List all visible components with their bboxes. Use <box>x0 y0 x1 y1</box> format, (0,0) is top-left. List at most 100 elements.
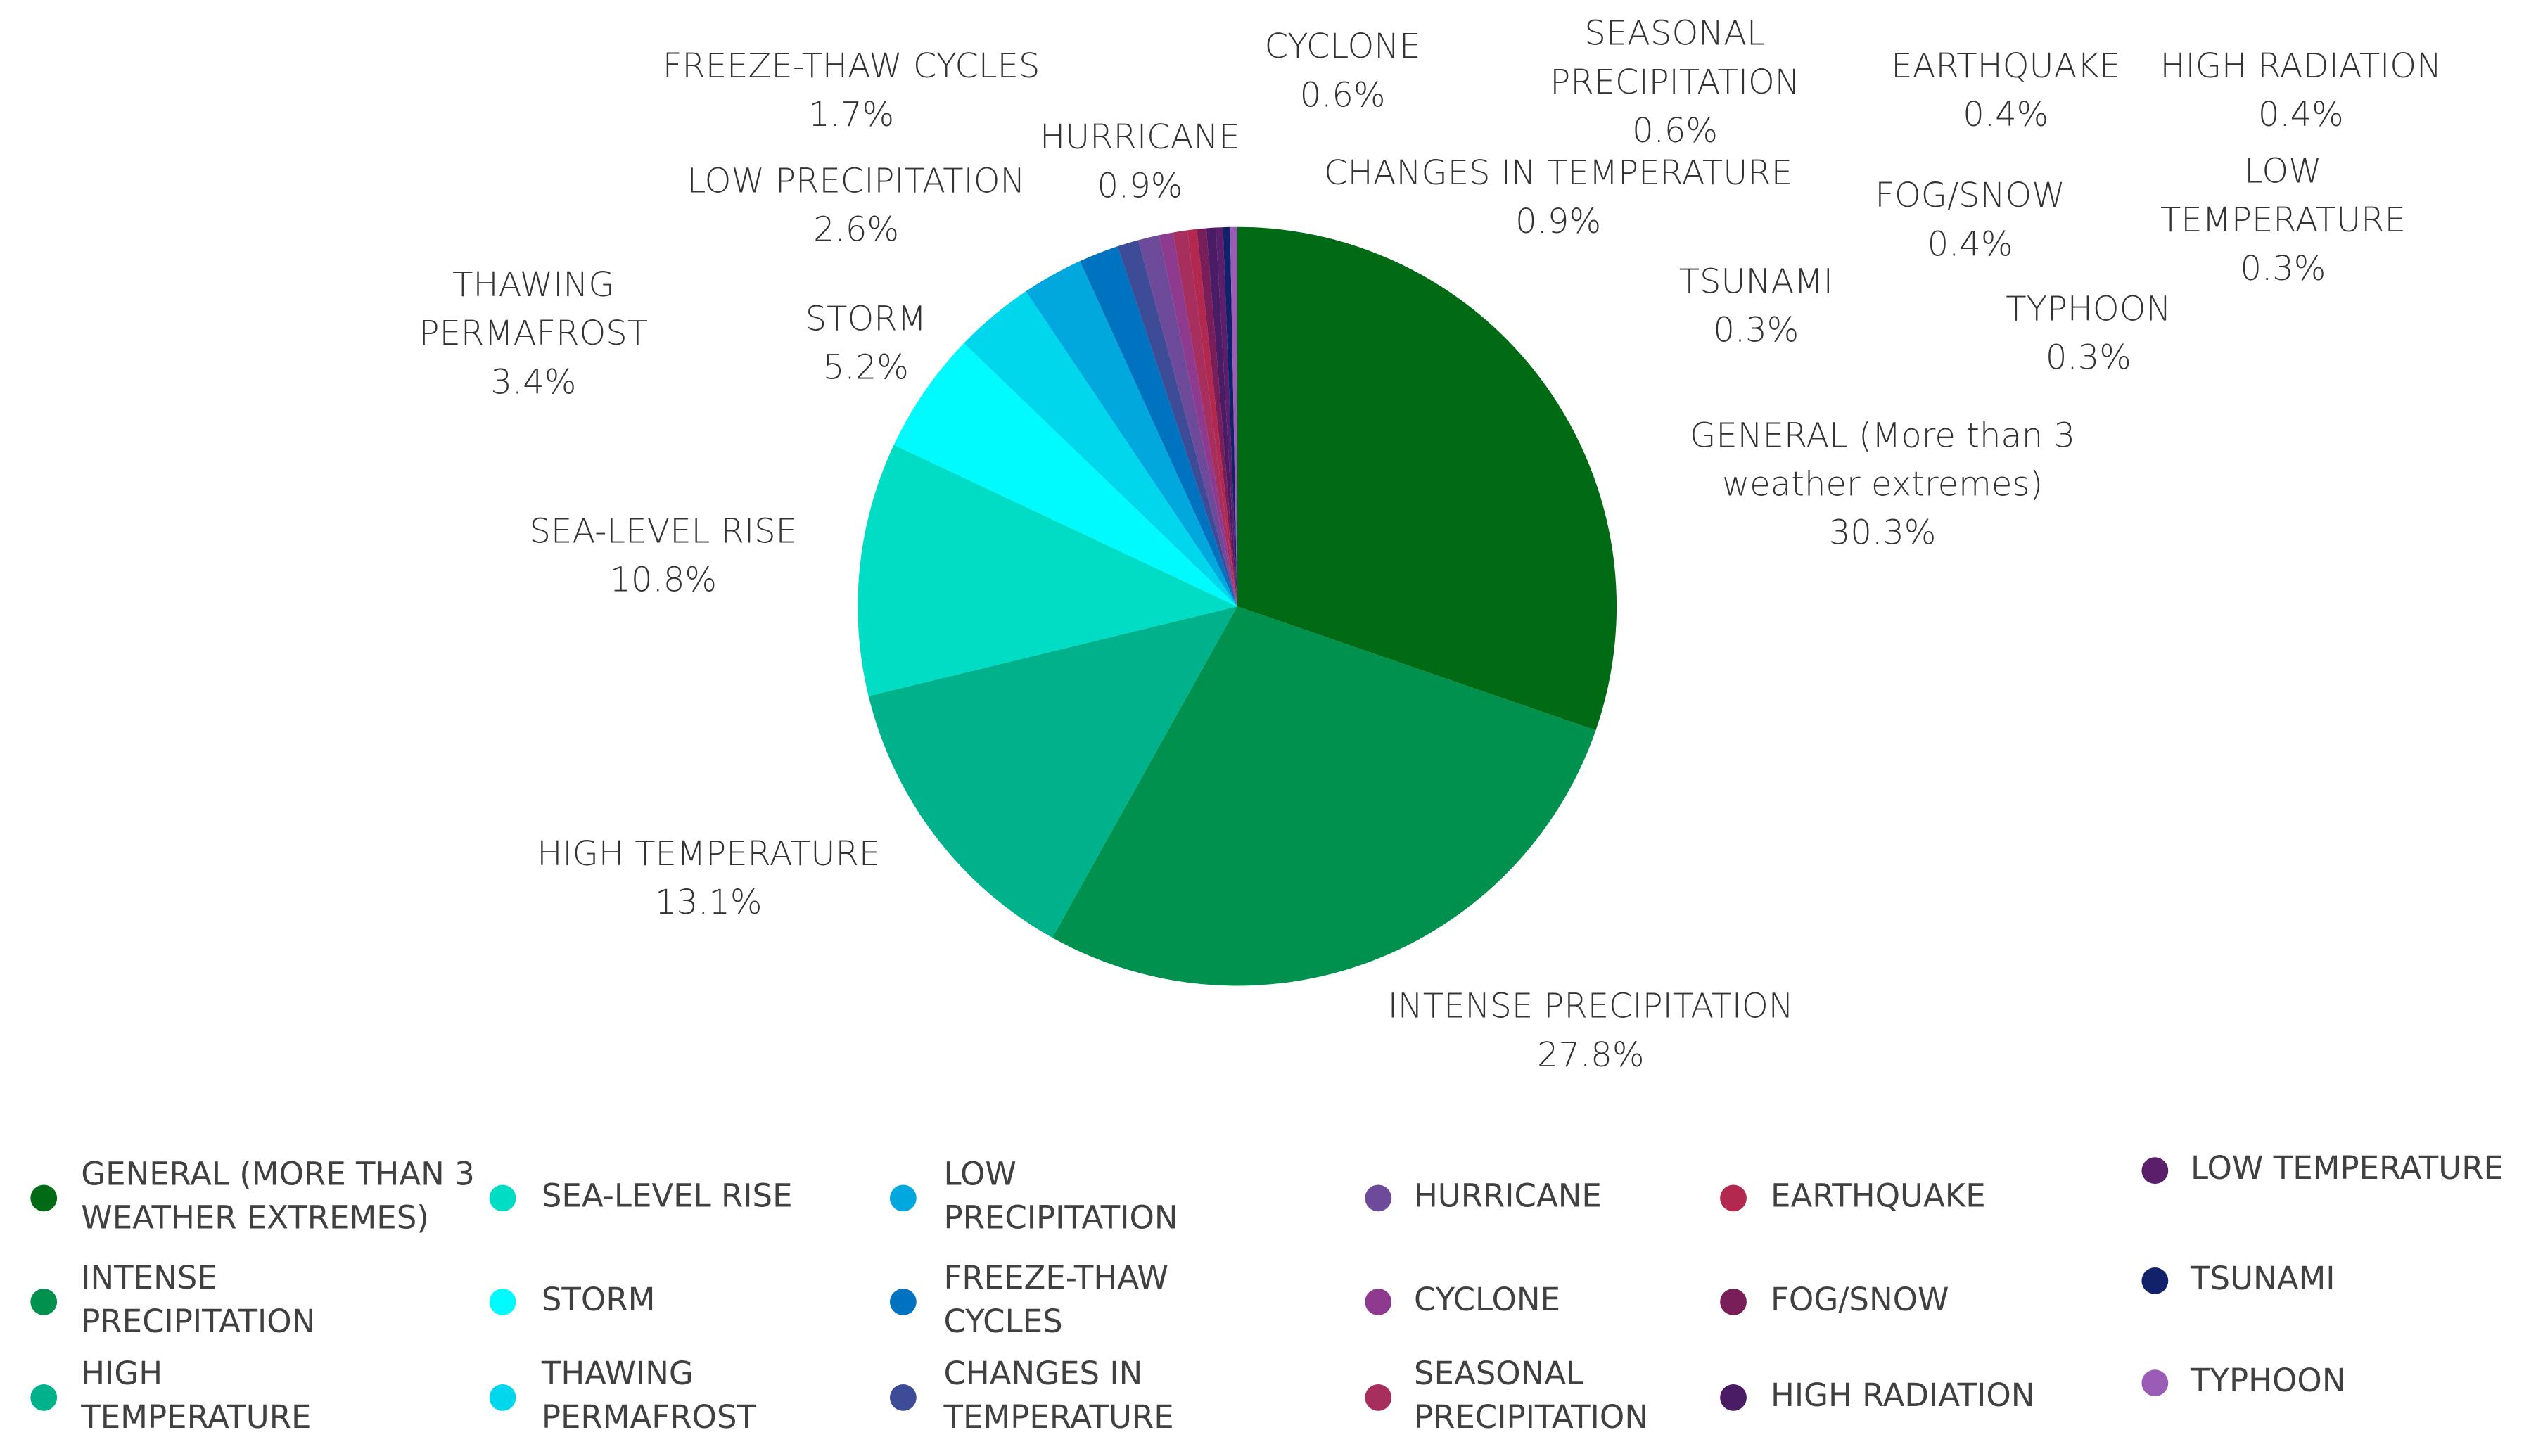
legend-item-high-radiation: HIGH RADIATION <box>1720 1377 2034 1414</box>
slice-label-changes-in-temperature: CHANGES IN TEMPERATURE 0.9% <box>1324 153 1792 241</box>
legend-label: HIGH <box>81 1355 162 1392</box>
legend-item-sea-level-rise: SEA-LEVEL RISE <box>489 1177 793 1214</box>
slice-labels: GENERAL (More than 3 weather extremes) 30.… <box>419 14 2442 1075</box>
legend-label: SEA-LEVEL RISE <box>542 1177 793 1214</box>
legend-label: HURRICANE <box>1414 1177 1602 1214</box>
legend-label: PRECIPITATION <box>944 1199 1178 1237</box>
legend-item-earthquake: EARTHQUAKE <box>1720 1177 1986 1214</box>
slice-label-general-more-than-3-weather-extremes: GENERAL (More than 3 weather extremes) 30.… <box>1690 416 2075 552</box>
slice-name-label: FOG/SNOW <box>1875 176 2065 215</box>
slice-name-label: PRECIPITATION <box>1550 63 1799 102</box>
legend-marker <box>2141 1267 2169 1294</box>
slice-hurricane <box>1138 235 1237 607</box>
slice-name-label: HIGH TEMPERATURE <box>537 834 880 874</box>
legend-label: CHANGES IN <box>944 1355 1143 1392</box>
slice-tsunami <box>1223 226 1237 607</box>
slice-general-more-than-3-weather-extremes <box>1237 226 1617 731</box>
legend: GENERAL (MORE THAN 3 WEATHER EXTREMES) IN… <box>30 1149 2504 1436</box>
legend-item-hurricane: HURRICANE <box>1365 1177 1602 1214</box>
slice-earthquake <box>1187 229 1237 607</box>
legend-label: THAWING <box>541 1355 694 1392</box>
slice-label-typhoon: TYPHOON 0.3% <box>2006 290 2171 378</box>
slice-name-label: LOW PRECIPITATION <box>687 161 1026 200</box>
slice-label-high-radiation: HIGH RADIATION 0.4% <box>2160 46 2442 134</box>
slice-name-label: EARTHQUAKE <box>1891 46 2120 86</box>
legend-item-thawing-permafrost: THAWING PERMAFROST <box>489 1355 756 1436</box>
slice-label-freeze-thaw-cycles: FREEZE-THAW CYCLES 1.7% <box>663 46 1040 134</box>
slice-label-earthquake: EARTHQUAKE 0.4% <box>1891 46 2120 134</box>
legend-marker <box>30 1184 58 1212</box>
slice-value-label: 3.4% <box>490 362 576 402</box>
slice-value-label: 0.9% <box>1097 166 1183 205</box>
slice-value-label: 27.8% <box>1537 1035 1644 1075</box>
slice-value-label: 13.1% <box>655 883 762 922</box>
legend-item-typhoon: TYPHOON <box>2141 1362 2346 1399</box>
legend-marker <box>1720 1289 1747 1315</box>
legend-label: TEMPERATURE <box>80 1398 311 1436</box>
slice-name-label: TSUNAMI <box>1679 262 1833 301</box>
slice-typhoon <box>1230 226 1237 607</box>
slice-value-label: 0.4% <box>1963 95 2048 134</box>
slice-value-label: 30.3% <box>1829 513 1936 553</box>
legend-item-low-temperature: LOW TEMPERATURE <box>2141 1149 2504 1187</box>
legend-item-general-more-than-3-weather-extremes: GENERAL (MORE THAN 3 WEATHER EXTREMES) <box>30 1155 475 1237</box>
legend-marker <box>1365 1289 1392 1315</box>
legend-label: TSUNAMI <box>2190 1260 2335 1297</box>
slice-cyclone <box>1159 232 1237 607</box>
slice-value-label: 10.8% <box>610 560 717 599</box>
legend-label: LOW <box>944 1155 1016 1192</box>
slice-low-precipitation <box>1026 261 1237 607</box>
legend-label: CYCLONE <box>1414 1281 1560 1318</box>
slice-value-label: 0.3% <box>2046 338 2131 378</box>
legend-item-tsunami: TSUNAMI <box>2141 1260 2335 1297</box>
slice-value-label: 2.6% <box>813 210 899 250</box>
slice-high-radiation <box>1206 227 1237 607</box>
legend-marker <box>2141 1157 2169 1184</box>
legend-marker <box>30 1384 58 1411</box>
legend-item-intense-precipitation: INTENSE PRECIPITATION <box>30 1259 315 1340</box>
slice-value-label: 1.7% <box>808 95 894 134</box>
legend-marker <box>489 1384 516 1411</box>
slice-name-label: HIGH RADIATION <box>2160 46 2442 86</box>
slice-changes-in-temperature <box>1117 240 1237 607</box>
legend-marker <box>1365 1384 1392 1411</box>
legend-marker <box>1365 1184 1392 1212</box>
legend-marker <box>489 1184 516 1212</box>
slice-value-label: 0.4% <box>1927 224 2013 264</box>
slice-value-label: 5.2% <box>823 348 909 388</box>
slice-label-fog-snow: FOG/SNOW 0.4% <box>1875 176 2065 264</box>
slice-sea-level-rise <box>858 445 1237 696</box>
legend-item-changes-in-temperature: CHANGES IN TEMPERATURE <box>889 1355 1174 1436</box>
legend-item-seasonal-precipitation: SEASONAL PRECIPITATION <box>1365 1355 1648 1436</box>
slice-label-cyclone: CYCLONE 0.6% <box>1265 27 1421 115</box>
legend-label: FOG/SNOW <box>1771 1281 1949 1318</box>
legend-marker <box>2141 1369 2169 1397</box>
legend-label: EARTHQUAKE <box>1771 1177 1986 1214</box>
slice-value-label: 0.6% <box>1632 111 1718 151</box>
legend-marker <box>1720 1184 1747 1212</box>
slice-fog-snow <box>1197 228 1237 607</box>
slice-name-label: LOW <box>2244 152 2321 191</box>
legend-item-high-temperature: HIGH TEMPERATURE <box>30 1355 311 1436</box>
legend-label: TEMPERATURE <box>943 1398 1174 1436</box>
legend-label: PRECIPITATION <box>81 1303 315 1340</box>
legend-label: INTENSE <box>81 1259 217 1296</box>
slice-name-label: CHANGES IN TEMPERATURE <box>1324 153 1792 193</box>
slice-name-label: CYCLONE <box>1265 27 1421 66</box>
slice-name-label: PERMAFROST <box>419 314 648 353</box>
slice-label-low-precipitation: LOW PRECIPITATION 2.6% <box>687 161 1026 249</box>
legend-item-cyclone: CYCLONE <box>1365 1281 1560 1318</box>
slice-label-sea-level-rise: SEA-LEVEL RISE 10.8% <box>530 511 797 599</box>
slice-high-temperature <box>868 606 1237 938</box>
legend-label: TYPHOON <box>2190 1362 2345 1399</box>
pie-slices <box>858 226 1617 986</box>
legend-marker <box>489 1289 516 1315</box>
legend-label: WEATHER EXTREMES) <box>81 1199 429 1237</box>
slice-storm <box>893 343 1237 607</box>
legend-label: CYCLES <box>944 1303 1063 1340</box>
slice-label-high-temperature: HIGH TEMPERATURE 13.1% <box>537 834 880 922</box>
legend-label: PRECIPITATION <box>1414 1398 1648 1436</box>
slice-freeze-thaw-cycles <box>1080 246 1237 607</box>
legend-label: SEASONAL <box>1414 1355 1583 1392</box>
